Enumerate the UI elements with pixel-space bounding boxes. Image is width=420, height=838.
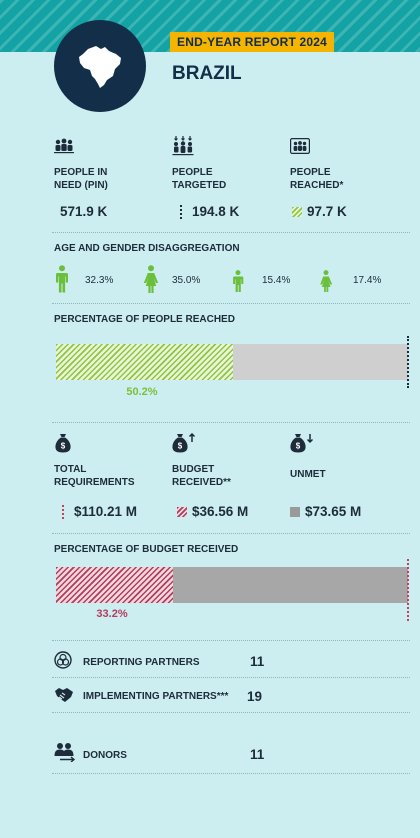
reached-pct-label: 50.2% (126, 386, 158, 398)
divider (52, 303, 410, 304)
total-requirements-label: TOTAL REQUIREMENTS (54, 464, 135, 488)
people-reached-value: 97.7 K (307, 204, 347, 219)
total-requirements-row: $110.21 M (62, 504, 137, 519)
man-icon (55, 265, 69, 298)
people-reached-label: PEOPLE REACHED* (290, 167, 344, 191)
girl-icon (319, 270, 333, 297)
people-targeted-label: PEOPLE TARGETED (172, 167, 227, 191)
brazil-map-icon (79, 46, 121, 88)
divider (52, 773, 410, 774)
divider (52, 422, 410, 423)
reporting-partners-value: 11 (250, 654, 265, 669)
implementing-partners-value: 19 (247, 689, 263, 704)
age-gender-title: AGE AND GENDER DISAGGREGATION (54, 243, 240, 254)
received-swatch-icon (177, 506, 187, 517)
targeted-marker-icon (180, 204, 182, 219)
divider (52, 533, 410, 534)
svg-text:$: $ (61, 442, 66, 451)
budget-pct-title: PERCENTAGE OF BUDGET RECEIVED (54, 544, 239, 555)
people-in-need-icon (54, 138, 74, 154)
man-percentage: 32.3% (85, 275, 114, 286)
divider (52, 640, 410, 641)
budget-bar-fill (56, 567, 173, 603)
donors-value: 11 (250, 747, 265, 762)
people-in-need-value: 571.9 K (60, 204, 108, 219)
people-in-need-label: PEOPLE IN NEED (PIN) (54, 167, 108, 191)
donors-label: DONORS (83, 750, 127, 761)
unmet-value: $73.65 M (305, 504, 362, 519)
reached-swatch-icon (292, 206, 302, 217)
woman-percentage: 35.0% (172, 275, 201, 286)
girl-percentage: 17.4% (353, 275, 382, 286)
reached-bar-fill (56, 344, 233, 380)
people-targeted-row: 194.8 K (180, 204, 239, 219)
total-marker-icon (62, 504, 64, 519)
svg-text:$: $ (178, 442, 183, 451)
reporting-partners-icon (54, 651, 72, 674)
svg-text:$: $ (296, 442, 301, 451)
unmet-swatch-icon (290, 506, 300, 517)
woman-icon (143, 265, 159, 298)
requirement-marker-line (407, 559, 409, 621)
total-requirements-value: $110.21 M (74, 504, 138, 519)
report-tag: END-YEAR REPORT 2024 (170, 32, 335, 52)
country-name: BRAZIL (172, 63, 242, 84)
unmet-row: $73.65 M (290, 504, 361, 519)
divider (52, 677, 410, 678)
handshake-icon (54, 686, 74, 709)
budget-received-row: $36.56 M (177, 504, 248, 519)
budget-pct-label: 33.2% (96, 608, 128, 620)
divider (52, 712, 410, 713)
boy-percentage: 15.4% (262, 275, 291, 286)
people-reached-icon (290, 138, 310, 154)
divider (52, 232, 410, 233)
country-emblem (54, 20, 146, 112)
budget-received-value: $36.56 M (192, 504, 249, 519)
target-marker-line (407, 336, 409, 388)
people-targeted-value: 194.8 K (192, 204, 240, 219)
people-reached-row: 97.7 K (292, 204, 347, 219)
boy-icon (232, 270, 244, 297)
reporting-partners-label: REPORTING PARTNERS (83, 657, 200, 668)
donors-icon (54, 742, 78, 767)
unmet-label: UNMET (290, 469, 326, 480)
implementing-partners-label: IMPLEMENTING PARTNERS*** (83, 691, 229, 702)
people-targeted-icon (172, 136, 194, 156)
budget-received-label: BUDGET RECEIVED** (172, 464, 231, 488)
money-bag-down-icon: $ (290, 433, 314, 458)
money-bag-up-icon: $ (172, 432, 196, 458)
money-bag-icon: $ (55, 433, 71, 458)
reached-pct-title: PERCENTAGE OF PEOPLE REACHED (54, 314, 235, 325)
